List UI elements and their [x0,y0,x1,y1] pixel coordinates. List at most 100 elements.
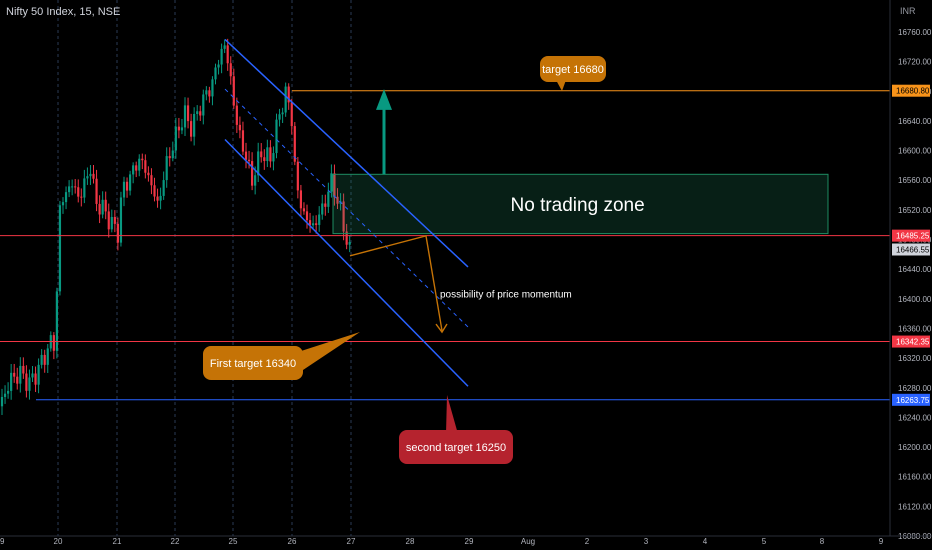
candle-down [247,159,251,162]
candle-down [177,126,180,131]
candle-down [52,335,55,351]
candle-up [159,195,162,201]
time-tick-label: 26 [288,537,297,546]
time-tick-label: 9 [879,537,884,546]
price-badge-label: 16263.75 [896,396,930,405]
candle-up [217,64,220,68]
candle-down [238,124,241,131]
price-axis[interactable]: 16760.0016720.0016680.0016640.0016600.00… [889,0,932,541]
candle-down [345,231,348,245]
candle-up [180,127,184,131]
candle-down [107,211,110,230]
candle-up [171,150,174,159]
candle-up [10,372,13,391]
candle-down [25,373,28,391]
candle-up [89,173,92,177]
candle-down [150,175,153,186]
candle-down [92,173,95,179]
candle-up [61,202,65,206]
candle-down [293,126,296,162]
price-tick-label: 16640.00 [898,117,932,126]
price-tick-label: 16360.00 [898,324,932,333]
time-tick-label: 20 [54,537,63,546]
candle-down [74,186,77,188]
candles-layer [0,38,351,415]
candle-down [186,105,190,122]
candle-down [226,45,229,64]
candle-down [34,373,37,385]
time-tick-label: 5 [762,537,767,546]
candle-up [83,178,86,198]
drawings-layer: No trading zone possibility of price mome… [203,38,829,464]
candle-down [244,151,248,160]
symbol-title[interactable]: Nifty 50 Index, 15, NSE [6,6,121,18]
callout-target-16680-text: target 16680 [542,64,604,76]
candle-up [31,373,34,378]
candle-down [336,196,339,204]
candle-up [196,111,199,115]
candle-up [138,158,141,171]
candle-up [266,147,269,162]
time-tick-label: 4 [703,537,708,546]
candle-down [287,86,290,103]
price-badge-label: 16680.80 [896,87,930,96]
candle-down [342,201,345,232]
candle-down [125,181,129,191]
candle-up [202,94,205,116]
candle-down [77,187,80,197]
price-tick-label: 16400.00 [898,295,932,304]
time-tick-label: 25 [229,537,238,546]
candle-up [211,79,214,97]
candle-up [7,390,10,394]
candle-up [101,199,104,215]
candle-up [58,205,62,292]
candle-down [153,185,156,197]
candle-down [13,372,16,377]
price-tick-label: 16720.00 [898,58,932,67]
price-tick-label: 16600.00 [898,147,932,156]
price-tick-label: 16280.00 [898,384,932,393]
separators-layer [57,0,352,536]
candle-down [80,196,83,198]
candle-up [183,105,187,128]
candle-down [296,161,299,191]
callout-target-16680 [540,56,606,82]
candle-down [116,223,119,243]
callout-target-16680-tail [556,80,566,91]
time-tick-label: 19 [0,537,5,546]
price-tick-label: 16560.00 [898,176,932,185]
candle-up [71,186,74,188]
candle-up [327,191,330,207]
callout-first-target-text: First target 16340 [210,358,296,370]
price-badge-label: 16342.35 [896,338,930,347]
candle-down [260,151,263,158]
price-tick-label: 16320.00 [898,354,932,363]
candle-down [315,223,318,225]
projection-path [349,234,443,331]
candle-up [122,181,126,198]
time-axis[interactable]: 19 20 21 22 25 26 27 28 29 Aug 2 3 4 5 8 9 [0,535,932,546]
candle-up [46,348,49,365]
candle-up [321,203,324,215]
candle-down [22,365,25,374]
candle-down [199,111,202,116]
candle-down [104,199,107,212]
candle-down [263,157,266,162]
candle-down [156,196,159,201]
candle-up [119,197,123,243]
candle-up [330,173,333,192]
candle-down [305,211,309,221]
candle-up [0,396,4,407]
candle-down [168,156,171,159]
time-tick-label: 28 [406,537,415,546]
time-tick-label: 8 [820,537,825,546]
time-tick-label: 21 [113,537,122,546]
candle-up [193,114,196,137]
candle-down [290,102,293,127]
candle-up [275,119,278,154]
price-tick-label: 16200.00 [898,443,932,452]
candle-down [308,220,312,226]
candle-down [208,90,211,97]
candle-down [98,203,101,215]
